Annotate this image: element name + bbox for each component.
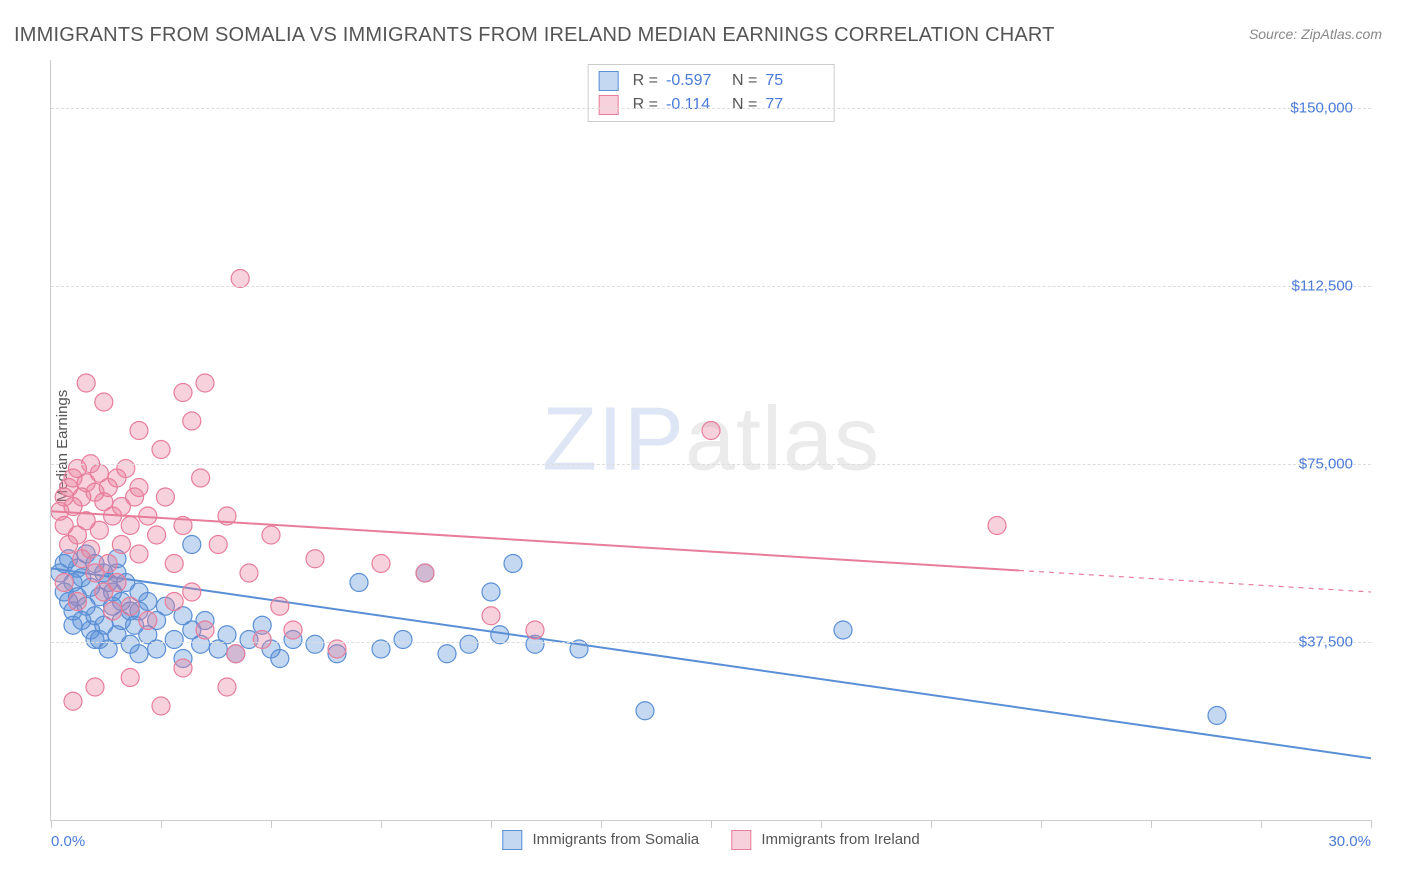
legend-stats-row-ireland: R = -0.114 N = 77	[599, 93, 824, 117]
chart-title: IMMIGRANTS FROM SOMALIA VS IMMIGRANTS FR…	[14, 24, 1055, 47]
x-axis-min-label: 0.0%	[51, 833, 85, 850]
x-axis-max-label: 30.0%	[1328, 833, 1371, 850]
legend-stats: R = -0.597 N = 75 R = -0.114 N = 77	[588, 64, 835, 122]
scatter-plot	[51, 60, 1371, 820]
chart-area: ZIPatlas R = -0.597 N = 75 R = -0.114 N …	[50, 60, 1371, 821]
legend-swatch-somalia	[599, 71, 619, 91]
chart-container: IMMIGRANTS FROM SOMALIA VS IMMIGRANTS FR…	[0, 0, 1406, 892]
legend-swatch-somalia-icon	[502, 830, 522, 850]
legend-stats-row-somalia: R = -0.597 N = 75	[599, 69, 824, 93]
legend-item-ireland: Immigrants from Ireland	[731, 830, 920, 850]
source-attribution: Source: ZipAtlas.com	[1249, 26, 1382, 42]
legend-swatch-ireland-icon	[731, 830, 751, 850]
legend-swatch-ireland	[599, 95, 619, 115]
legend-item-somalia: Immigrants from Somalia	[502, 830, 699, 850]
legend-series: Immigrants from Somalia Immigrants from …	[502, 830, 919, 850]
